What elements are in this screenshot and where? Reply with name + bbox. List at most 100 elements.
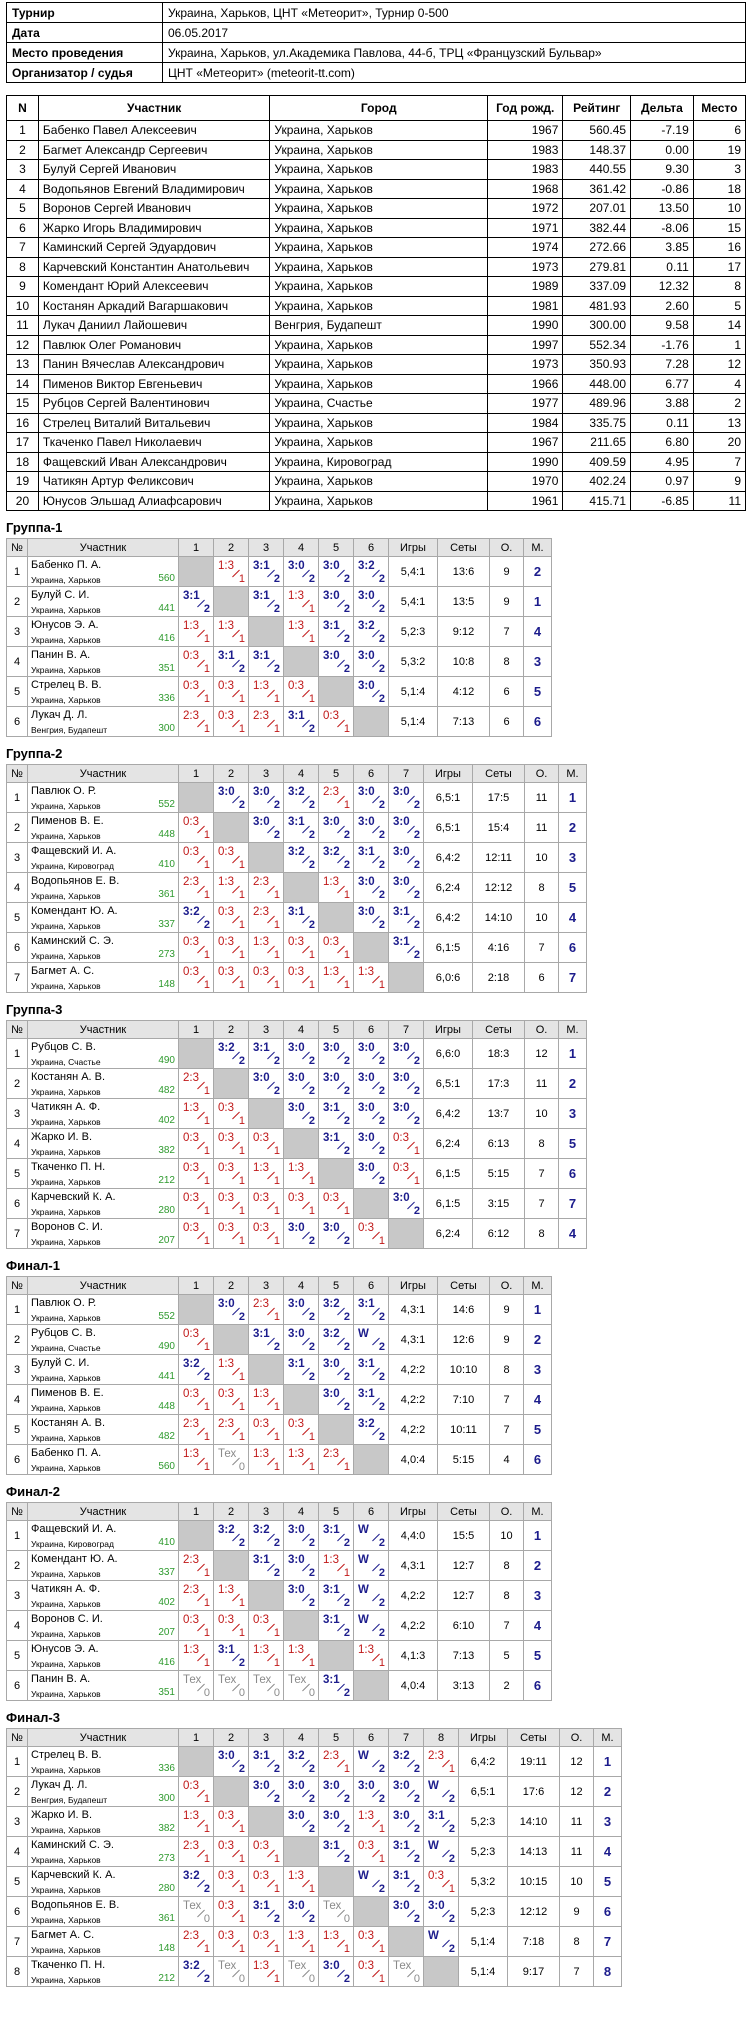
match-points: 2: [378, 1175, 385, 1187]
match-cell: 3:2 2: [318, 842, 354, 873]
match-cell: 0:3 1: [248, 1866, 284, 1897]
match-points: 1: [203, 1853, 210, 1865]
match-points: 2: [378, 1145, 385, 1157]
match-score: 0:3: [183, 1132, 199, 1144]
match-points: 2: [273, 1763, 280, 1775]
match-points: 2: [203, 1973, 210, 1985]
match-points: 2: [378, 859, 385, 871]
games: 4,2:2: [388, 1580, 438, 1611]
header-cell: 1: [178, 764, 214, 783]
points: 6: [489, 676, 524, 707]
place: 4: [558, 902, 587, 933]
match-points: 1: [343, 799, 350, 811]
match-cell: 3:0 2: [353, 872, 389, 903]
header-cell: 7: [388, 764, 424, 783]
player-name: Багмет А. С.: [31, 1929, 95, 1941]
match-score: 0:3: [218, 1132, 234, 1144]
participant-cell: Украина, Харьков: [269, 490, 489, 511]
diagonal-cell: [213, 812, 249, 843]
match-cell: 3:2 2: [318, 1324, 354, 1355]
info-label: Место проведения: [6, 42, 163, 63]
player-row: 6 Бабенко П. А. Украина, Харьков 560 1:3 1 Тех…: [6, 1444, 552, 1475]
player-row: 3 Чатикян А. Ф. Украина, Харьков 402 2:3 1 1:3…: [6, 1580, 552, 1611]
player-number: 4: [6, 1836, 28, 1867]
participant-cell: 350.93: [562, 354, 632, 375]
match-cell: 0:3 1: [353, 1926, 389, 1957]
player-cell: Булуй С. И. Украина, Харьков 441: [27, 1354, 179, 1385]
match-points: 2: [378, 633, 385, 645]
match-score: 0:3: [358, 1930, 374, 1942]
points: 10: [524, 1098, 559, 1129]
match-score: 1:3: [218, 560, 234, 572]
participant-cell: Украина, Харьков: [269, 217, 489, 238]
player-name: Булуй С. И.: [31, 589, 90, 601]
header-cell: О.: [489, 538, 524, 557]
match-points: 2: [308, 1567, 315, 1579]
header-cell: Сеты: [507, 1728, 560, 1747]
participant-cell: 14: [6, 373, 39, 394]
participant-cell: 17: [692, 256, 747, 277]
match-cell: 3:0 2: [353, 1068, 389, 1099]
player-row: 6 Панин В. А. Украина, Харьков 351 Тех 0 Тех 0 Т…: [6, 1670, 552, 1701]
player-rating: 410: [158, 859, 175, 870]
match-score: 3:1: [323, 1584, 340, 1596]
player-number: 1: [6, 1038, 28, 1069]
player-city: Украина, Харьков: [31, 1629, 101, 1639]
match-points: 1: [273, 1973, 280, 1985]
match-points: 0: [238, 1973, 245, 1985]
group-table: № Участник 1 2 3 4 5 6 7 Игры Сеты О. М. 1 Рубцов С. В…: [6, 1020, 587, 1249]
player-city: Венгрия, Будапешт: [31, 725, 108, 735]
match-cell: 3:2 2: [178, 902, 214, 933]
place: 5: [523, 1640, 552, 1671]
match-cell: 2:3 1: [178, 1580, 214, 1611]
header-cell: 1: [178, 1728, 214, 1747]
player-row: 5 Карчевский К. А. Украина, Харьков 280 3:2 2…: [6, 1866, 622, 1897]
diagonal-cell: [318, 902, 354, 933]
match-score: 0:3: [358, 1960, 374, 1972]
match-cell: 1:3 1: [213, 1580, 249, 1611]
player-row: 2 Булуй С. И. Украина, Харьков 441 3:1 2 3:1 2 1…: [6, 586, 552, 617]
player-name: Стрелец В. В.: [31, 679, 102, 691]
match-score: 1:3: [358, 1810, 374, 1822]
points: 11: [559, 1836, 594, 1867]
player-number: 1: [6, 556, 28, 587]
group-title: Финал-1: [6, 1258, 60, 1273]
match-points: 1: [308, 1657, 315, 1669]
sets: 6:12: [472, 1218, 525, 1249]
participant-cell: 489.96: [562, 393, 632, 414]
match-score: 2:3: [428, 1750, 444, 1762]
match-score: W: [428, 1780, 439, 1792]
match-points: 2: [378, 603, 385, 615]
match-cell: 3:0 2: [353, 1038, 389, 1069]
participant-cell: Водопьянов Евгений Владимирович: [37, 178, 271, 199]
place: 1: [558, 1038, 587, 1069]
points: 8: [489, 1354, 524, 1385]
player-rating: 361: [158, 889, 175, 900]
match-score: Тех: [183, 1674, 202, 1686]
match-score: 0:3: [218, 1614, 234, 1626]
games: 5,2:3: [458, 1806, 508, 1837]
player-row: 6 Карчевский К. А. Украина, Харьков 280 0:3 1…: [6, 1188, 587, 1219]
match-score: 0:3: [218, 906, 234, 918]
match-score: 3:0: [323, 560, 340, 572]
participant-cell: 18: [6, 451, 39, 472]
match-score: 3:1: [253, 560, 270, 572]
participant-row: 6 Жарко Игорь Владимирович Украина, Харько…: [6, 217, 747, 238]
participant-cell: -7.19: [630, 120, 694, 141]
points: 6: [524, 962, 559, 993]
match-cell: 0:3 1: [213, 1806, 249, 1837]
player-name: Воронов С. И.: [31, 1221, 103, 1233]
match-cell: 3:1 2: [283, 812, 319, 843]
participant-cell: 409.59: [562, 451, 632, 472]
player-name: Пименов В. Е.: [31, 815, 104, 827]
place: 4: [593, 1836, 622, 1867]
header-cell: 7: [388, 1020, 424, 1039]
match-score: 3:0: [323, 590, 340, 602]
points: 8: [559, 1926, 594, 1957]
info-value: Украина, Харьков, ул.Академика Павлова, …: [162, 42, 746, 63]
match-cell: 3:1 2: [283, 706, 319, 737]
games: 4,2:2: [388, 1354, 438, 1385]
participant-cell: 1961: [487, 490, 564, 511]
match-points: 1: [448, 1883, 455, 1895]
